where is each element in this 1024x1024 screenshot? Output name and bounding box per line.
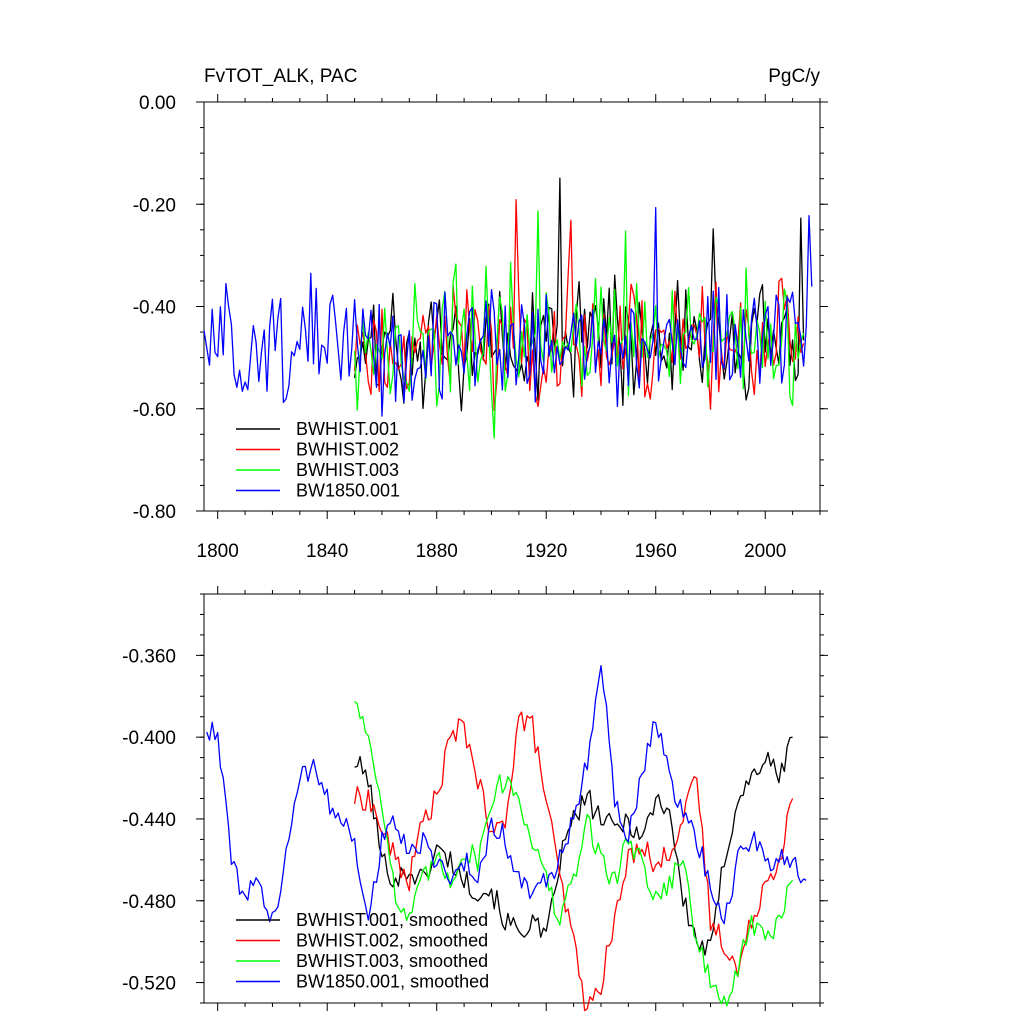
bottom-legend-label: BWHIST.003, smoothed bbox=[296, 951, 488, 971]
bottom-y-tick-label: -0.400 bbox=[122, 728, 176, 749]
top-legend-label: BWHIST.001 bbox=[296, 419, 399, 439]
top-legend-label: BW1850.001 bbox=[296, 481, 400, 501]
top-y-tick-label: -0.60 bbox=[133, 400, 176, 421]
top-x-tick-label-1960: 1960 bbox=[635, 541, 677, 562]
bottom-x-ticks bbox=[217, 586, 821, 1011]
bottom-y-ticks: -0.360 -0.400 -0.440 -0.480 -0.520 bbox=[122, 593, 828, 1004]
bottom-panel: -0.360 -0.400 -0.440 -0.480 -0.520 BWHIST.00… bbox=[122, 586, 828, 1012]
top-x-tick-label-2000: 2000 bbox=[744, 541, 786, 562]
top-legend-label: BWHIST.003 bbox=[296, 460, 399, 480]
top-series-bwhist-001 bbox=[353, 177, 805, 412]
top-legend-label: BWHIST.002 bbox=[296, 440, 399, 460]
top-series-lines bbox=[203, 177, 813, 439]
top-chart-title: FvTOT_ALK, PAC bbox=[204, 66, 357, 87]
bottom-series-bwhist-002-smoothed bbox=[353, 711, 794, 1012]
top-y-tick-label: -0.40 bbox=[133, 298, 176, 319]
bottom-series-bw1850-001-smoothed bbox=[206, 665, 807, 925]
top-y-tick-label: -0.20 bbox=[133, 195, 176, 216]
bottom-legend-label: BWHIST.001, smoothed bbox=[296, 910, 488, 930]
top-x-ticks: 1800 1840 1880 1920 1960 2000 bbox=[197, 94, 821, 562]
top-series-bwhist-003 bbox=[353, 210, 805, 439]
top-y-tick-label: 0.00 bbox=[139, 93, 176, 114]
top-x-tick-label-1800: 1800 bbox=[197, 541, 239, 562]
top-chart-units: PgC/y bbox=[768, 66, 820, 87]
bottom-series-lines bbox=[206, 665, 807, 1012]
top-x-tick-label-1920: 1920 bbox=[525, 541, 567, 562]
bottom-legend-label: BW1850.001, smoothed bbox=[296, 972, 489, 992]
bottom-y-tick-label: -0.360 bbox=[122, 646, 176, 667]
top-x-tick-label-1840: 1840 bbox=[306, 541, 348, 562]
top-y-ticks: 0.00 -0.20 -0.40 -0.60 -0.80 bbox=[133, 93, 828, 523]
top-y-tick-label: -0.80 bbox=[133, 502, 176, 523]
bottom-y-tick-label: -0.480 bbox=[122, 892, 176, 913]
top-x-tick-label-1880: 1880 bbox=[416, 541, 458, 562]
bottom-y-tick-label: -0.520 bbox=[122, 974, 176, 995]
bottom-legend-label: BWHIST.002, smoothed bbox=[296, 931, 488, 951]
bottom-y-tick-label: -0.440 bbox=[122, 810, 176, 831]
top-panel: FvTOT_ALK, PAC PgC/y 1800 1840 1880 1920 196… bbox=[133, 66, 828, 562]
top-series-bw1850-001 bbox=[203, 206, 813, 417]
bottom-series-bwhist-003-smoothed bbox=[354, 700, 794, 1007]
